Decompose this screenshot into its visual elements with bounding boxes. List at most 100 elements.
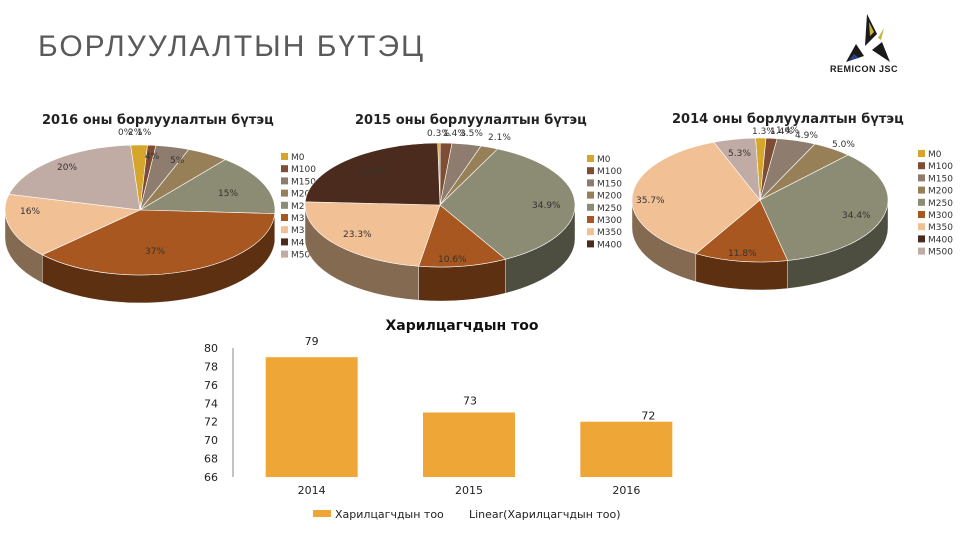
legend-swatch: [587, 167, 594, 175]
legend-swatch: [281, 201, 288, 209]
legend-swatch: [281, 177, 288, 185]
pie-data-label: 5.0%: [832, 140, 855, 150]
legend-swatch: [587, 191, 594, 199]
legend-entry: M0: [291, 153, 305, 163]
legend-swatch: [281, 189, 288, 197]
bar-data-label: 73: [463, 395, 477, 408]
pie-data-label: 11.8%: [728, 249, 757, 259]
legend-entry: M300: [928, 211, 953, 221]
pie-data-label: 0%: [118, 128, 133, 138]
legend-entry: M400: [291, 238, 316, 248]
pie-chart-2015: 0.3%1.4%3.5% 2.1% 34.9% 10.6% 23.3% 23.9% 2015…: [304, 113, 622, 302]
x-tick-label: 2014: [298, 484, 326, 497]
legend-entry: M500: [928, 248, 953, 258]
legend-entry: M350: [928, 223, 953, 233]
legend-entry: M250: [597, 204, 622, 214]
pie-title: 2014 оны борлуулалтын бүтэц: [672, 112, 904, 127]
legend-swatch: [587, 155, 594, 162]
pie-data-label: 5%: [170, 156, 185, 166]
pie-data-label: 2%: [128, 128, 143, 138]
legend-swatch: [281, 214, 288, 221]
bar-chart-title: Харилцагчдын тоо: [386, 318, 539, 334]
legend-entry: M150: [597, 179, 622, 189]
bar-2016: [580, 421, 673, 477]
legend-entry: M200: [291, 190, 316, 200]
legend-entry: Харилцагчдын тоо: [335, 508, 444, 521]
legend-swatch: [281, 250, 288, 258]
y-tick-label: 72: [204, 416, 218, 429]
logo-text: REMICON JSC: [830, 64, 899, 74]
pie-data-label: 1%: [137, 128, 152, 138]
x-tick-label: 2015: [455, 484, 483, 497]
legend-swatch: [587, 240, 594, 248]
legend-entry: M400: [597, 240, 622, 250]
legend-entry: M300: [597, 216, 622, 226]
pie-slice-m400: [304, 142, 441, 206]
legend-entry: M0: [928, 150, 942, 160]
pie-title: 2016 оны борлуулалтын бүтэц: [42, 113, 274, 128]
y-tick-label: 70: [204, 434, 218, 447]
x-tick-label: 2016: [612, 484, 640, 497]
pie-data-label: 20%: [57, 163, 77, 173]
pie-slice-m300: [695, 199, 789, 263]
legend-entry: M250: [291, 202, 316, 212]
pie-data-label: 10.6%: [438, 255, 467, 265]
pie-data-label: 4%: [145, 152, 160, 162]
remicon-logo-icon: [846, 14, 890, 62]
slide-title: БОРЛУУЛАЛТЫН БҮТЭЦ: [38, 30, 426, 63]
legend-entry: M350: [597, 228, 622, 238]
bar-chart-customers: Харилцагчдын тоо 66 68 70 72 74 76 78 80 79 2014 73…: [204, 318, 673, 521]
legend-swatch: [918, 247, 925, 255]
bar-2015: [423, 412, 515, 477]
pie-data-label: 3.5%: [460, 129, 483, 139]
y-tick-label: 66: [204, 471, 218, 484]
legend-swatch: [281, 153, 288, 160]
legend-entry: M350: [291, 226, 316, 236]
legend-swatch: [918, 235, 925, 243]
y-tick-label: 76: [204, 379, 218, 392]
legend-entry: M0: [597, 155, 611, 165]
legend-swatch: [587, 228, 594, 236]
legend-swatch: [918, 223, 925, 231]
legend-swatch: [587, 216, 594, 223]
pie-title: 2015 оны борлуулалтын бүтэц: [355, 113, 587, 128]
legend-entry: M150: [928, 174, 953, 184]
legend-swatch: [918, 162, 925, 170]
pie-data-label: 37%: [145, 247, 165, 257]
pie-slice-m250: [138, 159, 276, 214]
pie-data-label: 35.7%: [636, 196, 665, 206]
pie-data-label: 16%: [20, 207, 40, 217]
legend-entry: M100: [291, 165, 316, 175]
legend-entry-trendline: Linear(Харилцагчдын тоо): [469, 508, 621, 521]
y-tick-label: 78: [204, 360, 218, 373]
legend-swatch: [587, 203, 594, 211]
legend-entry: M300: [291, 214, 316, 224]
bar-2014: [265, 357, 358, 477]
pie-data-label: 2.1%: [488, 133, 511, 143]
pie-slice-m350: [631, 141, 761, 254]
legend-swatch: [313, 510, 331, 517]
legend-entry: M100: [928, 162, 953, 172]
legend-swatch: [281, 226, 288, 234]
legend-swatch: [281, 238, 288, 246]
pie-slice-m300: [41, 209, 276, 276]
pie-slice-m500: [713, 137, 761, 201]
legend-entry: M500: [291, 251, 316, 261]
legend-swatch: [918, 198, 925, 206]
pie-data-label: 23.9%: [358, 167, 387, 177]
pie-data-label: 23.3%: [343, 230, 372, 240]
pie-slice-m300: [418, 204, 507, 268]
pie-slice-m500: [8, 144, 141, 211]
legend-swatch: [918, 211, 925, 218]
pie-slice-m350: [304, 201, 441, 267]
pie-data-label: 1.3%: [752, 127, 775, 137]
y-tick-label: 68: [204, 453, 218, 466]
pie-data-label: 1.4%: [443, 129, 466, 139]
pie-data-label: 15%: [218, 189, 238, 199]
legend-swatch: [587, 179, 594, 187]
pie-slice-m350: [4, 193, 142, 256]
legend-entry: M100: [597, 167, 622, 177]
pie-chart-2016: 2%1% 4% 5% 15% 37% 16% 20% 0%2016 оны борлуулал…: [4, 113, 316, 304]
pie-slice-m250: [759, 154, 889, 261]
